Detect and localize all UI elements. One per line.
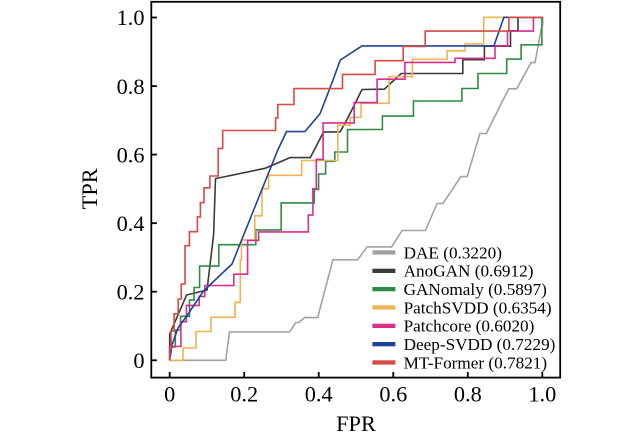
svg-text:PatchSVDD (0.6354): PatchSVDD (0.6354) <box>404 298 552 317</box>
svg-text:0.4: 0.4 <box>305 382 333 407</box>
svg-text:0.8: 0.8 <box>117 74 145 99</box>
svg-text:0.6: 0.6 <box>117 142 145 167</box>
svg-text:0: 0 <box>164 382 175 407</box>
svg-text:MT-Former (0.7821): MT-Former (0.7821) <box>404 353 548 372</box>
svg-text:DAE (0.3220): DAE (0.3220) <box>404 243 502 262</box>
svg-text:Patchcore (0.6020): Patchcore (0.6020) <box>404 317 535 336</box>
svg-text:Deep-SVDD (0.7229): Deep-SVDD (0.7229) <box>404 335 556 354</box>
svg-text:0.2: 0.2 <box>117 279 145 304</box>
svg-text:0.2: 0.2 <box>230 382 258 407</box>
svg-text:0: 0 <box>133 348 144 373</box>
svg-text:1.0: 1.0 <box>528 382 556 407</box>
svg-text:1.0: 1.0 <box>117 5 145 30</box>
svg-text:GANomaly (0.5897): GANomaly (0.5897) <box>404 280 547 299</box>
svg-text:AnoGAN (0.6912): AnoGAN (0.6912) <box>404 262 534 281</box>
svg-text:0.6: 0.6 <box>379 382 407 407</box>
svg-text:0.4: 0.4 <box>117 211 145 236</box>
svg-text:TPR: TPR <box>77 168 102 209</box>
svg-text:0.8: 0.8 <box>454 382 482 407</box>
svg-text:FPR: FPR <box>336 411 376 436</box>
